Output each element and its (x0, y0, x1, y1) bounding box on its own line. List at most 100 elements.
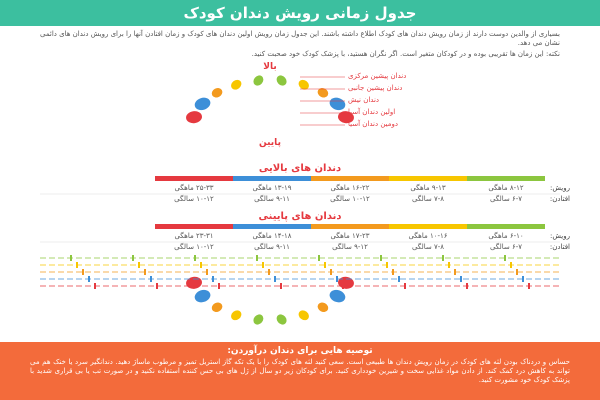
tooth (186, 276, 202, 289)
intro: نکته: این زمان ها تقریبی بوده و در کودکا… (251, 50, 560, 58)
table-cell: ۹-۱۱ سالگی (254, 243, 290, 251)
tooth (298, 310, 309, 321)
table-cell: ۹-۱۳ ماهگی (410, 184, 446, 192)
tooth (211, 88, 223, 98)
tooth (317, 88, 329, 98)
table-cell: ۱۳-۱۹ ماهگی (252, 184, 292, 192)
timeline-tick (156, 283, 158, 289)
tooth (253, 314, 264, 325)
intro: بسیاری از والدین دوست دارند از زمان رویش… (40, 30, 560, 47)
timeline-tick (88, 276, 90, 282)
timeline-tick (398, 276, 400, 282)
column-bar (389, 176, 467, 181)
timeline-tick (280, 283, 282, 289)
tooth (276, 75, 287, 86)
row-label: افتادن: (549, 195, 570, 203)
column-bar (155, 224, 233, 229)
timeline-tick (460, 276, 462, 282)
table-title: دندان های پایینی (258, 211, 342, 222)
table-cell: ۲۵-۳۳ ماهگی (174, 184, 214, 192)
timeline-tick (268, 269, 270, 275)
table-cell: ۹-۱۲ سالگی (332, 243, 368, 251)
column-bar (389, 224, 467, 229)
table-cell: ۱۰-۱۲ سالگی (174, 195, 214, 203)
timeline-tick (132, 255, 134, 261)
lower-label: پایین (259, 138, 281, 148)
tooth-label: دندان پیشین جانبی (348, 84, 403, 92)
upper-label: بالا (263, 62, 277, 72)
table-cell: ۶-۱۰ ماهگی (488, 232, 524, 240)
timeline-tick (386, 262, 388, 268)
tooth (186, 111, 202, 124)
table-cell: ۱۰-۱۶ ماهگی (408, 232, 448, 240)
timeline-tick (76, 262, 78, 268)
table-cell: ۱۰-۱۲ سالگی (330, 195, 370, 203)
timeline-tick (522, 276, 524, 282)
column-bar (233, 176, 311, 181)
timeline-tick (206, 269, 208, 275)
timeline-tick (94, 283, 96, 289)
tooth (194, 289, 211, 303)
tooth (231, 310, 242, 321)
table-cell: ۶-۷ سالگی (489, 243, 523, 251)
timeline-tick (150, 276, 152, 282)
timeline-tick (404, 283, 406, 289)
timeline-tick (70, 255, 72, 261)
tooth (298, 79, 309, 90)
timeline-tick (200, 262, 202, 268)
table-cell: ۱۶-۲۲ ماهگی (330, 184, 370, 192)
table-cell: ۱۷-۲۳ ماهگی (330, 232, 370, 240)
column-bar (467, 176, 545, 181)
timeline-tick (442, 255, 444, 261)
timeline-tick (454, 269, 456, 275)
timeline-tick (380, 255, 382, 261)
timeline-tick (274, 276, 276, 282)
timeline-tick (330, 269, 332, 275)
table-title: دندان های بالایی (258, 163, 342, 174)
column-bar (311, 176, 389, 181)
tooth (338, 276, 354, 289)
tips-text: حساس و دردناک بودن لثه های کودک در زمان … (30, 358, 570, 384)
timeline-tick (528, 283, 530, 289)
column-bar (311, 224, 389, 229)
row-label: افتادن: (549, 243, 570, 251)
column-bar (467, 224, 545, 229)
table-cell: ۱۰-۱۲ سالگی (174, 243, 214, 251)
tooth (317, 302, 329, 312)
tooth (194, 97, 211, 111)
timeline-tick (466, 283, 468, 289)
timeline-tick (194, 255, 196, 261)
timeline-tick (318, 255, 320, 261)
timeline-tick (342, 283, 344, 289)
timeline-tick (256, 255, 258, 261)
timeline-tick (212, 276, 214, 282)
tooth (211, 302, 223, 312)
tooth (253, 75, 264, 86)
tooth (329, 289, 346, 303)
title: جدول زمانی رویش دندان کودک (0, 0, 600, 26)
timeline-tick (82, 269, 84, 275)
row-label: رویش: (550, 232, 570, 240)
timeline-tick (504, 255, 506, 261)
timeline-tick (138, 262, 140, 268)
tooth-label: اولین دندان آسیا (348, 108, 396, 116)
tooth-label: دندان پیشین مرکزی (348, 72, 407, 80)
timeline-tick (392, 269, 394, 275)
table-cell: ۷-۸ سالگی (411, 195, 445, 203)
timeline-tick (144, 269, 146, 275)
timeline-tick (218, 283, 220, 289)
timeline-tick (262, 262, 264, 268)
column-bar (155, 176, 233, 181)
timeline-tick (324, 262, 326, 268)
table-cell: ۶-۷ سالگی (489, 195, 523, 203)
table-cell: ۸-۱۲ ماهگی (488, 184, 524, 192)
table-cell: ۹-۱۱ سالگی (254, 195, 290, 203)
column-bar (233, 224, 311, 229)
timeline-tick (510, 262, 512, 268)
table-cell: ۱۴-۱۸ ماهگی (252, 232, 292, 240)
timeline-tick (516, 269, 518, 275)
table-cell: ۲۳-۳۱ ماهگی (174, 232, 214, 240)
row-label: رویش: (550, 184, 570, 192)
timeline-tick (336, 276, 338, 282)
